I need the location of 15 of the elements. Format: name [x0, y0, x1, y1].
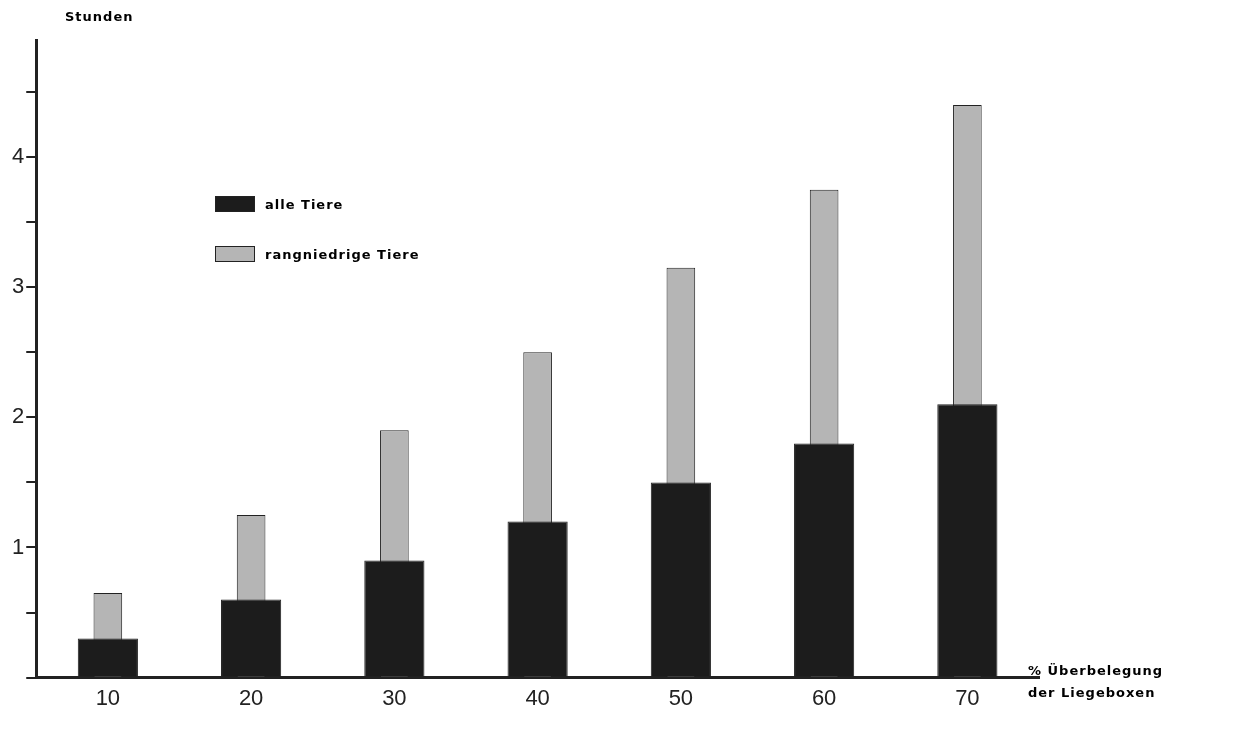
x-tick-label: 10 — [95, 684, 121, 710]
legend-label: alle Tiere — [265, 196, 344, 212]
y-tick-label: 2 — [11, 403, 25, 429]
y-tick-label: 1 — [11, 533, 25, 559]
x-tick-label: 60 — [811, 684, 837, 710]
x-tick-label: 20 — [238, 684, 264, 710]
y-tick-label: 3 — [11, 273, 25, 299]
legend-label: rangniedrige Tiere — [265, 246, 420, 262]
x-axis-title: % Überbelegung der Liegeboxen — [1028, 662, 1165, 702]
x-tick-label: 30 — [382, 684, 407, 710]
y-tick-label: 4 — [11, 143, 25, 169]
x-tick-label: 40 — [525, 684, 550, 710]
y-axis-title: Stunden — [62, 8, 137, 25]
x-tick-label: 50 — [668, 684, 694, 710]
x-tick-label: 70 — [955, 684, 980, 710]
